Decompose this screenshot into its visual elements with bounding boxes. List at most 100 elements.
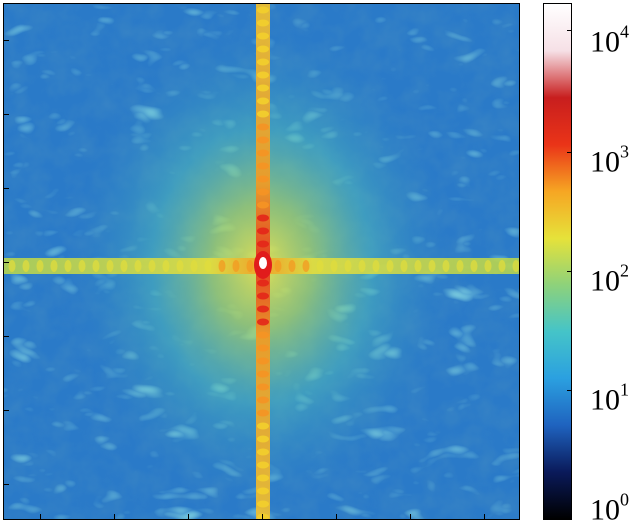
fringe-dot — [246, 260, 254, 272]
fringe-dot — [316, 260, 324, 272]
y-tick — [3, 188, 9, 189]
fringe-dot — [257, 45, 269, 53]
fringe-dot — [257, 357, 269, 365]
x-tick — [40, 514, 41, 520]
fringe-dot — [64, 260, 72, 272]
x-tick — [336, 514, 337, 520]
y-tick — [3, 484, 9, 485]
fringe-dot — [330, 260, 338, 272]
x-tick — [410, 514, 411, 520]
fringe-dot — [257, 344, 269, 352]
fringe-dot — [257, 136, 269, 144]
fringe-dot — [36, 260, 44, 272]
fringe-dot — [22, 260, 30, 272]
colorbar-tick — [567, 152, 572, 153]
fringe-dot — [257, 214, 269, 222]
heatmap-svg — [4, 4, 519, 519]
spectrum-heatmap — [3, 3, 520, 520]
fringe-dot — [386, 260, 394, 272]
fringe-dot — [257, 422, 269, 430]
fringe-dot — [372, 260, 380, 272]
fringe-dot — [274, 260, 282, 272]
fringe-dot — [78, 260, 86, 272]
fringe-dot — [257, 331, 269, 339]
colorbar-tick — [567, 30, 572, 31]
fringe-dot — [8, 260, 16, 272]
fringe-dot — [428, 260, 436, 272]
fringe-dot — [257, 19, 269, 27]
colorbar-tick — [567, 390, 572, 391]
fringe-dot — [257, 149, 269, 157]
fringe-dot — [204, 260, 212, 272]
fringe-dot — [257, 58, 269, 66]
fringe-dot — [442, 260, 450, 272]
fringe-dot — [257, 409, 269, 417]
fringe-dot — [257, 474, 269, 482]
x-tick — [114, 514, 115, 520]
colorbar-label-1e1: 101 — [590, 379, 629, 417]
fringe-dot — [288, 260, 296, 272]
fringe-dot — [257, 448, 269, 456]
fringe-dot — [92, 260, 100, 272]
fringe-dot — [257, 279, 269, 287]
x-tick — [262, 514, 263, 520]
fringe-dot — [302, 260, 310, 272]
fringe-dot — [257, 318, 269, 326]
fringe-dot — [257, 227, 269, 235]
fringe-dot — [257, 71, 269, 79]
x-tick — [188, 514, 189, 520]
fringe-dot — [257, 110, 269, 118]
colorbar-label-1e0: 100 — [590, 489, 629, 527]
fringe-dot — [414, 260, 422, 272]
fringe-dot — [120, 260, 128, 272]
fringe-dot — [162, 260, 170, 272]
fringe-dot — [257, 513, 269, 519]
fringe-dot — [257, 97, 269, 105]
fringe-dot — [257, 32, 269, 40]
fringe-dot — [470, 260, 478, 272]
fringe-dot — [257, 305, 269, 313]
y-tick — [3, 40, 9, 41]
fringe-dot — [218, 260, 226, 272]
fringe-dot — [257, 175, 269, 183]
colorbar-gradient — [544, 4, 571, 519]
colorbar-tick — [567, 271, 572, 272]
fringe-dot — [257, 188, 269, 196]
fringe-dot — [190, 260, 198, 272]
colorbar-label-1e2: 102 — [590, 260, 629, 298]
colorbar — [543, 3, 572, 520]
fringe-dot — [484, 260, 492, 272]
fringe-dot — [498, 260, 506, 272]
fringe-dot — [512, 260, 519, 272]
fringe-dot — [134, 260, 142, 272]
fringe-dot — [106, 260, 114, 272]
x-tick — [484, 514, 485, 520]
y-tick — [3, 114, 9, 115]
y-tick — [3, 262, 9, 263]
fringe-dot — [257, 123, 269, 131]
fringe-dot — [257, 396, 269, 404]
fringe-dot — [257, 6, 269, 14]
fringe-dot — [257, 162, 269, 170]
fringe-dot — [50, 260, 58, 272]
fringe-dot — [232, 260, 240, 272]
colorbar-label-1e4: 104 — [590, 21, 629, 59]
fringe-dot — [358, 260, 366, 272]
y-tick — [3, 336, 9, 337]
fringe-dot — [176, 260, 184, 272]
fringe-dot — [257, 435, 269, 443]
fringe-dot — [257, 383, 269, 391]
fringe-dot — [257, 201, 269, 209]
fringe-dot — [257, 487, 269, 495]
vertical-fringes — [8, 6, 519, 519]
fringe-dot — [148, 260, 156, 272]
fringe-dot — [257, 292, 269, 300]
fringe-dot — [257, 370, 269, 378]
fringe-dot — [257, 461, 269, 469]
fringe-dot — [456, 260, 464, 272]
y-tick — [3, 410, 9, 411]
colorbar-label-1e3: 103 — [590, 141, 629, 179]
fringe-dot — [257, 240, 269, 248]
fringe-dot — [344, 260, 352, 272]
fringe-dot — [257, 500, 269, 508]
